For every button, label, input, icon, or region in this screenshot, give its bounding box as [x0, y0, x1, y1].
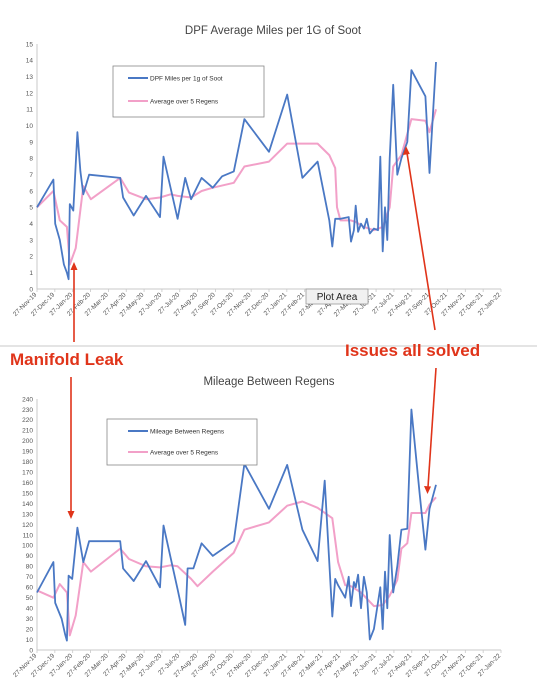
chart-title: DPF Average Miles per 1G of Soot — [185, 25, 362, 37]
y-tick-label: 110 — [23, 532, 34, 539]
y-tick-label: 140 — [22, 501, 33, 508]
series-line-average — [36, 109, 437, 266]
y-tick-label: 0 — [29, 286, 33, 293]
legend-label-series: Mileage Between Regens — [150, 429, 225, 436]
y-tick-label: 6 — [29, 188, 33, 195]
y-tick-label: 5 — [29, 205, 33, 212]
y-tick-label: 80 — [26, 564, 34, 571]
arrow-down-to-solved — [427, 367, 437, 488]
y-tick-label: 9 — [29, 139, 33, 146]
legend-label-average: Average over 5 Regens — [150, 450, 219, 457]
y-tick-label: 100 — [22, 543, 33, 550]
annotation-manifold-leak-label: Manifold Leak — [10, 350, 124, 369]
legend-box — [106, 418, 258, 466]
tooltip-box — [305, 288, 369, 305]
y-tick-label: 240 — [22, 396, 33, 403]
chart-title: Mileage Between Regens — [203, 376, 334, 388]
legend-label-series: DPF Miles per 1g of Soot — [150, 76, 223, 83]
y-tick-label: 14 — [26, 58, 34, 65]
y-tick-label: 20 — [26, 626, 34, 633]
y-tick-label: 2 — [29, 254, 33, 261]
legend-box — [112, 65, 265, 118]
series-line-average — [36, 496, 437, 637]
y-tick-label: 190 — [22, 449, 33, 456]
arrow-head-up — [70, 262, 78, 270]
y-tick-label: 150 — [22, 490, 33, 497]
chart-mileage-between-regens: Mileage Between Regens 0 10 20 30 40 50 60 70 80… — [12, 376, 503, 679]
arrow-head-up-solved — [402, 146, 410, 155]
y-tick-label: 12 — [26, 90, 34, 97]
y-tick-label: 11 — [26, 107, 33, 114]
y-tick-label: 120 — [22, 522, 33, 529]
annotation-issues-solved: Issues all solved — [345, 146, 480, 494]
legend: DPF Miles per 1g of Soot Average over 5 … — [112, 65, 265, 118]
y-tick-label: 10 — [26, 637, 34, 644]
y-tick-label: 1 — [29, 270, 33, 277]
y-tick-label: 13 — [26, 74, 34, 81]
legend: Mileage Between Regens Average over 5 Re… — [106, 418, 258, 466]
annotation-manifold-leak: Manifold Leak — [10, 262, 124, 519]
arrow-head-down — [67, 511, 75, 519]
y-tick-label: 30 — [26, 616, 34, 623]
y-tick-label: 50 — [26, 595, 34, 602]
y-tick-label: 15 — [26, 41, 34, 48]
y-tick-label: 90 — [26, 553, 34, 560]
legend-label-average: Average over 5 Regens — [150, 99, 219, 106]
y-tick-label: 200 — [22, 438, 33, 445]
y-tick-label: 180 — [22, 459, 33, 466]
y-tick-label: 60 — [26, 585, 34, 592]
y-tick-label: 3 — [29, 237, 33, 244]
annotation-issues-solved-label: Issues all solved — [345, 341, 480, 360]
y-tick-label: 40 — [26, 605, 34, 612]
y-tick-label: 0 — [29, 647, 33, 654]
y-tick-label: 70 — [26, 574, 34, 581]
series-line-main — [36, 61, 437, 281]
y-tick-label: 220 — [22, 417, 33, 424]
tooltip-label: Plot Area — [317, 292, 358, 303]
series-line-main — [36, 408, 437, 642]
y-tick-label: 230 — [22, 407, 33, 414]
chart-dpf-miles-per-gram: DPF Average Miles per 1G of Soot 0123456… — [12, 25, 503, 318]
y-tick-label: 160 — [22, 480, 33, 487]
arrow-up-to-solved — [406, 152, 436, 331]
y-tick-label: 8 — [29, 156, 33, 163]
y-tick-label: 10 — [26, 123, 34, 130]
plot-area-tooltip: Plot Area — [305, 288, 369, 305]
y-tick-label: 7 — [29, 172, 33, 179]
y-tick-label: 130 — [22, 511, 33, 518]
y-tick-label: 4 — [29, 221, 33, 228]
y-tick-label: 210 — [22, 428, 33, 435]
arrow-head-down-solved — [424, 486, 431, 494]
y-tick-label: 170 — [22, 470, 33, 477]
